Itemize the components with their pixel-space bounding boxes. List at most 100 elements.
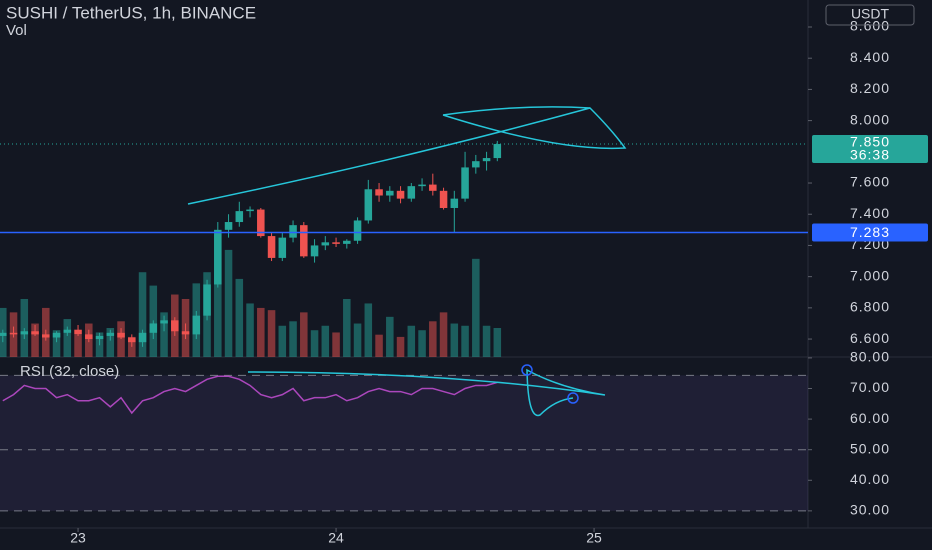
volume-bar	[461, 325, 469, 357]
volume-bar	[224, 249, 233, 357]
drawing-handle	[567, 392, 579, 404]
volume-bar	[353, 323, 362, 357]
rsi-band-fill	[0, 375, 808, 511]
y-tick-label: 7.600	[850, 174, 890, 190]
candle-body	[95, 335, 104, 340]
x-tick-label: 25	[586, 530, 602, 546]
countdown: 36:38	[850, 147, 890, 163]
volume-bar	[343, 298, 351, 357]
level-box	[812, 223, 928, 242]
candle-body	[246, 209, 254, 212]
volume-label: Vol	[6, 22, 27, 39]
y-tick-label: 7.000	[850, 267, 890, 283]
volume-bar	[117, 321, 125, 357]
volume-bar	[214, 234, 222, 357]
volume-bar	[375, 334, 383, 357]
candle-body	[364, 189, 373, 221]
volume-bar	[31, 323, 39, 357]
candle-body	[257, 209, 265, 237]
candle-body	[278, 237, 287, 258]
drawing-trendline	[187, 107, 591, 205]
volume-bar	[310, 330, 319, 357]
volume-bar	[63, 319, 72, 357]
candle-body	[224, 222, 233, 230]
candle-body	[235, 211, 244, 223]
volume-bar	[482, 325, 491, 357]
candle-body	[321, 242, 330, 246]
volume-bar	[407, 325, 416, 357]
candle-body	[461, 167, 469, 199]
rsi-tick-label: 80.00	[850, 349, 890, 365]
rsi-tick-label: 40.00	[850, 471, 890, 487]
candle-body	[300, 225, 308, 257]
last-price-label: 7.850	[850, 134, 890, 150]
volume-bar	[450, 323, 459, 357]
volume-bar	[332, 332, 340, 357]
volume-bar	[439, 312, 448, 357]
candle-body	[106, 332, 115, 336]
candle-body	[171, 320, 179, 332]
volume-bar	[364, 303, 373, 357]
volume-bar	[418, 330, 426, 357]
volume-bar	[235, 278, 244, 357]
rsi-tick-label: 60.00	[850, 410, 890, 426]
volume-bar	[493, 327, 502, 357]
candle-body	[353, 220, 362, 241]
y-tick-label: 6.600	[850, 330, 890, 346]
candle-body	[493, 144, 502, 159]
rsi-tick-label: 30.00	[850, 502, 890, 518]
candle-body	[482, 158, 491, 162]
volume-bar	[52, 330, 61, 357]
candle-body	[117, 332, 125, 338]
y-tick-label: 8.000	[850, 111, 890, 127]
volume-bar	[386, 316, 394, 357]
candle-body	[289, 225, 297, 238]
x-tick-label: 24	[328, 530, 344, 546]
candle-body	[418, 184, 426, 187]
currency-box[interactable]	[825, 4, 915, 26]
volume-bar	[160, 312, 168, 357]
candle-body	[214, 229, 222, 285]
rsi-tick-label: 50.00	[850, 440, 890, 456]
candle-body	[407, 186, 416, 199]
y-tick-label: 8.600	[850, 18, 890, 34]
x-tick-label: 23	[70, 530, 86, 546]
candle-body	[9, 332, 18, 335]
candle-body	[63, 329, 72, 333]
rsi-title: RSI (32, close)	[20, 363, 119, 380]
volume-bar	[472, 258, 480, 357]
currency[interactable]: USDT	[851, 6, 890, 22]
volume-bar	[106, 327, 115, 357]
volume-bar	[128, 336, 136, 357]
candle-body	[52, 332, 61, 338]
y-tick-label: 8.200	[850, 80, 890, 96]
candle-body	[192, 315, 201, 335]
candle-body	[42, 334, 50, 338]
volume-bar	[300, 312, 308, 357]
y-tick-label: 7.400	[850, 205, 890, 221]
last-price-box	[812, 135, 928, 164]
candle-body	[128, 337, 136, 343]
candle-body	[450, 198, 459, 208]
volume-bar	[257, 307, 265, 357]
candle-body	[0, 332, 7, 336]
candle-body	[203, 284, 211, 316]
candle-body	[396, 190, 405, 199]
candle-body	[20, 331, 29, 335]
drawing-shape	[442, 106, 627, 150]
candle-body	[74, 329, 82, 335]
drawing-handle	[521, 364, 533, 376]
rsi-tick-label: 70.00	[850, 379, 890, 395]
candle-body	[439, 190, 448, 208]
volume-bar	[20, 298, 29, 357]
candle-body	[85, 334, 93, 340]
volume-bar	[246, 303, 254, 357]
candle-body	[149, 323, 158, 333]
candle-body	[472, 161, 480, 168]
volume-bar	[396, 336, 405, 357]
volume-bar	[267, 310, 276, 357]
y-tick-label: 8.400	[850, 49, 890, 65]
volume-bar	[278, 325, 287, 357]
